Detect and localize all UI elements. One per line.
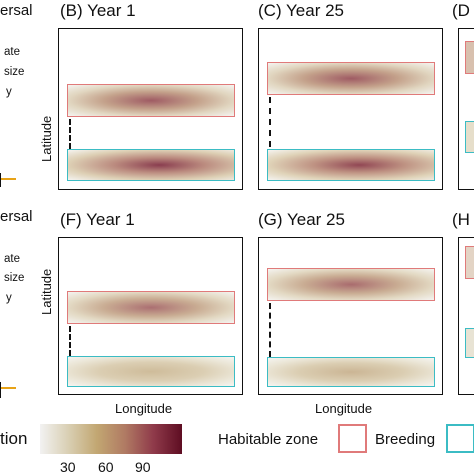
- colorbar-title-fragment: tion: [0, 429, 28, 448]
- panel-title-h: (H: [452, 210, 470, 229]
- left-text-size-top: size: [4, 66, 25, 78]
- left-text-y-bottom: y: [6, 292, 12, 304]
- panel-h-map: [458, 237, 474, 395]
- panel-c-map: [258, 28, 443, 190]
- panel-g-migration-link: [269, 303, 271, 357]
- legend-title: Habitable zone: [218, 431, 319, 448]
- legend-breeding-swatch: [338, 424, 367, 453]
- left-text-ate-bottom: ate: [4, 253, 20, 265]
- panel-b-migration-link: [69, 119, 71, 149]
- x-axis-label-left: Longitude: [115, 401, 173, 416]
- left-orange-line-bottom: [0, 387, 16, 389]
- panel-title-f: (F) Year 1: [60, 210, 135, 229]
- panel-title-b: (B) Year 1: [60, 1, 136, 20]
- left-axis-tick-bottom: [0, 382, 1, 398]
- left-text-ersal-bottom: ersal: [0, 208, 33, 225]
- panel-g-map: [258, 237, 443, 395]
- left-text-y-top: y: [6, 86, 12, 98]
- left-text-ate-top: ate: [4, 46, 20, 58]
- left-orange-line-top: [0, 178, 16, 180]
- panel-b-breeding-zone: [67, 84, 235, 117]
- legend-nonbreeding-swatch: [446, 424, 474, 453]
- panel-g-nonbreeding-zone: [267, 357, 435, 387]
- left-text-ersal-top: ersal: [0, 2, 33, 19]
- panel-title-c: (C) Year 25: [258, 1, 344, 20]
- panel-title-d: (D: [452, 1, 470, 20]
- panel-d-nonbreeding-zone: [465, 121, 474, 153]
- panel-f-map: [58, 237, 243, 395]
- left-axis-tick-top: [0, 173, 1, 187]
- panel-f-breeding-zone: [67, 291, 235, 324]
- panel-c-nonbreeding-zone: [267, 149, 435, 181]
- panel-f-nonbreeding-zone: [67, 356, 235, 387]
- colorbar-tick-30: 30: [60, 459, 76, 475]
- panel-h-breeding-zone: [465, 246, 474, 279]
- left-text-size-bottom: size: [4, 272, 25, 284]
- panel-c-breeding-zone: [267, 62, 435, 95]
- panel-c-migration-link: [269, 97, 271, 147]
- y-axis-label-top: Latitude: [39, 115, 54, 162]
- panel-b-map: [58, 28, 243, 190]
- x-axis-label-right: Longitude: [315, 401, 373, 416]
- panel-title-g: (G) Year 25: [258, 210, 345, 229]
- panel-d-breeding-zone: [465, 41, 474, 74]
- legend-breeding-label: Breeding: [375, 431, 436, 448]
- panel-h-nonbreeding-zone: [465, 328, 474, 358]
- panel-d-map: [458, 28, 474, 190]
- colorbar-tick-90: 90: [135, 459, 151, 475]
- panel-b-nonbreeding-zone: [67, 149, 235, 181]
- panel-g-breeding-zone: [267, 268, 435, 301]
- panel-f-migration-link: [69, 326, 71, 356]
- y-axis-label-bottom: Latitude: [39, 268, 54, 315]
- colorbar-gradient: [40, 424, 182, 454]
- colorbar-tick-60: 60: [98, 459, 114, 475]
